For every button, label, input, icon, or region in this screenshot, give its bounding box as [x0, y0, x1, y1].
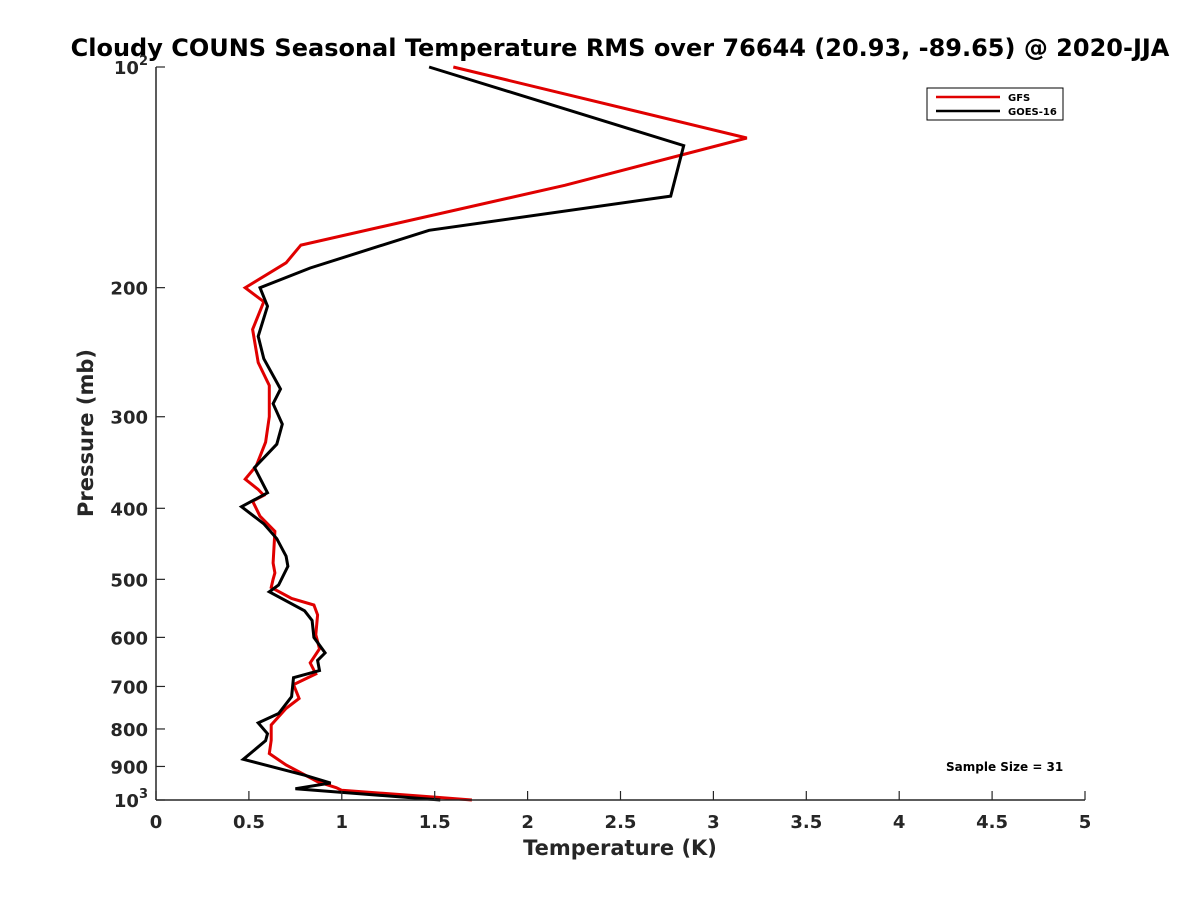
x-tick-label: 1.5 [419, 812, 451, 833]
x-tick-label: 2.5 [605, 812, 637, 833]
y-tick-label: 300 [110, 408, 148, 429]
x-tick-label: 1 [336, 812, 349, 833]
y-tick-label: 500 [110, 570, 148, 591]
y-tick-label: 400 [110, 499, 148, 520]
y-tick-label: 800 [110, 720, 148, 741]
legend-label-gfs: GFS [1008, 93, 1030, 104]
series-line-goes16 [238, 65, 686, 802]
series-layer [238, 65, 748, 802]
x-tick-label: 4.5 [976, 812, 1008, 833]
x-tick-label: 2 [521, 812, 534, 833]
x-tick-label: 5 [1079, 812, 1092, 833]
x-tick-label: 3.5 [790, 812, 822, 833]
series-line-gfs [242, 65, 748, 802]
legend-box [926, 87, 1064, 121]
x-axis-label: Temperature (K) [523, 836, 717, 860]
sample-size-annotation: Sample Size = 31 [946, 760, 1063, 774]
y-tick-label: 900 [110, 757, 148, 778]
x-tick-label: 0 [150, 812, 163, 833]
chart-title: Cloudy COUNS Seasonal Temperature RMS ov… [71, 34, 1170, 62]
y-tick-label: 700 [110, 677, 148, 698]
y-tick-label: 102 [114, 54, 148, 79]
y-axis-label: Pressure (mb) [74, 349, 98, 517]
legend: GFS GOES-16 [926, 87, 1064, 121]
y-tick-label: 200 [110, 279, 148, 300]
x-tick-label: 4 [893, 812, 906, 833]
legend-label-goes16: GOES-16 [1008, 107, 1057, 118]
x-tick-label: 0.5 [233, 812, 265, 833]
x-tick-label: 3 [707, 812, 720, 833]
ticks-layer: 0 0.5 1 1.5 2 2.5 3 3.5 4 4.5 5 102 200 300 400 500 600 7… [110, 54, 1091, 833]
y-tick-label: 103 [114, 787, 148, 812]
y-tick-label: 600 [110, 628, 148, 649]
